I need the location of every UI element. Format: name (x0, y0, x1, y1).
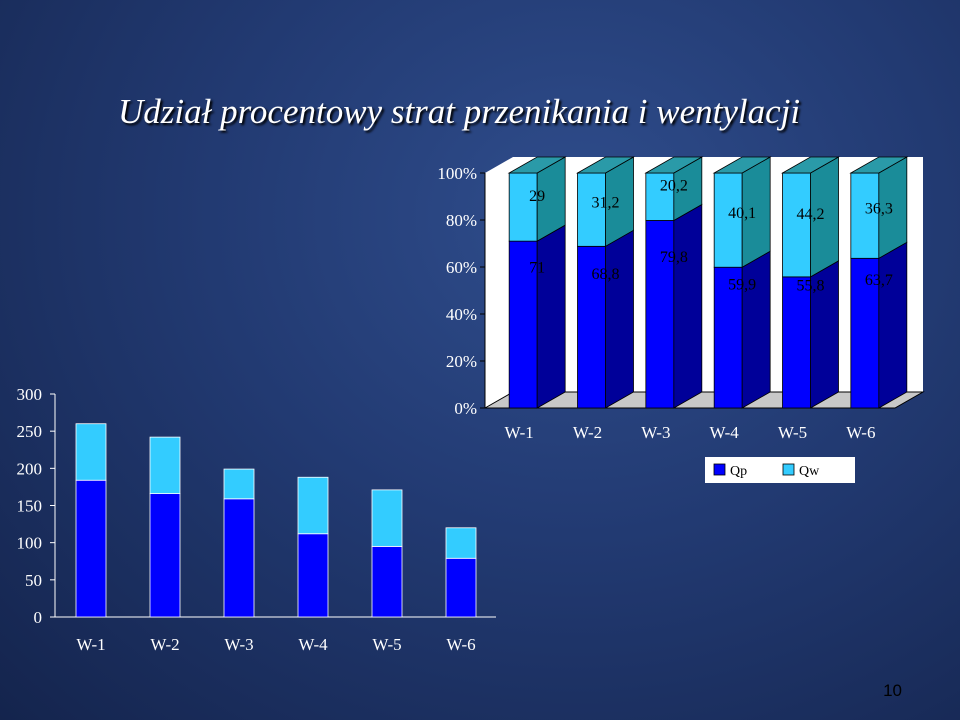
x-tick-label: W-5 (372, 635, 401, 654)
y-tick-label: 80% (446, 211, 477, 230)
y-tick-label: 100 (17, 534, 43, 553)
bar-W-1 (507, 156, 567, 409)
data-label-qp: 59,9 (728, 277, 756, 294)
bar-qw-front (713, 172, 743, 268)
bar-segment-lower (371, 545, 403, 618)
bar-segment-upper (445, 527, 477, 559)
y-tick-label: 150 (17, 497, 43, 516)
y-tick-label: 40% (446, 305, 477, 324)
bar-W-5 (780, 156, 841, 409)
data-label-qp: 68,8 (592, 266, 620, 283)
data-label-qw: 36,3 (865, 201, 893, 218)
bar-qp-side (605, 229, 634, 409)
x-tick-label: W-2 (150, 635, 179, 654)
bar-segment-lower (297, 533, 329, 618)
absolute-chart: 0 50 100 150 200 250 300 W-1 W-2 W-3 W-4 W-5 W-6 (17, 385, 496, 654)
y-tick-label: 0 (34, 608, 43, 627)
bar-qw-top (644, 156, 704, 174)
percent-chart-3d: 0% 20% 40% 60% 80% 100% 71 29 W-1 68,8 31,2 W-2 79,8… (437, 156, 925, 483)
x-tick-label: W-1 (76, 635, 105, 654)
y-tick-label: 20% (446, 352, 477, 371)
bar-segment-upper (223, 468, 255, 500)
x-tick-label: W-4 (710, 423, 740, 442)
y-tick-label: 60% (446, 258, 477, 277)
bar-qw-front (850, 172, 880, 259)
bar-segment-upper (297, 476, 329, 535)
bar-segment-upper (371, 489, 403, 547)
bar-W-6 (849, 156, 909, 409)
bar-segment-upper (149, 436, 181, 495)
x-tick-label: W-5 (778, 423, 807, 442)
data-label-qp: 71 (529, 260, 545, 277)
bar-segment-lower (149, 493, 181, 618)
x-tick-label: W-2 (573, 423, 602, 442)
bar-qp-front (713, 266, 743, 409)
bar-qw-front (508, 172, 538, 242)
y-tick-label: 200 (17, 459, 43, 478)
bar-segment-lower (223, 498, 255, 618)
y-tick-label: 100% (437, 164, 477, 183)
y-tick-label: 300 (17, 385, 43, 404)
data-label-qw: 20,2 (660, 178, 688, 195)
data-label-qw: 40,1 (728, 205, 756, 222)
slide-title: Udział procentowy strat przenikania i we… (118, 92, 801, 131)
data-label-qp: 55,8 (797, 277, 825, 294)
bar-qp-side (878, 241, 908, 409)
bar-qw-top (712, 156, 772, 174)
y-tick-label: 0% (454, 399, 477, 418)
x-tick-label: W-6 (446, 635, 475, 654)
legend-label-qw: Qw (799, 464, 820, 479)
x-tick-label: W-4 (298, 635, 328, 654)
data-label-qw: 44,2 (797, 206, 825, 223)
data-label-qp: 63,7 (865, 272, 893, 289)
bar-W-4 (712, 156, 772, 409)
bar-qw-front (782, 172, 811, 278)
bar-qp-side (536, 224, 566, 409)
bar-segment-upper (75, 423, 107, 481)
y-tick-label: 250 (17, 422, 43, 441)
legend: Qp Qw (705, 457, 855, 483)
bar-qp-front (782, 276, 811, 409)
bar-segment-lower (445, 557, 477, 618)
bar-qp-front (645, 220, 675, 409)
x-tick-label: W-6 (846, 423, 875, 442)
bar-qw-front (645, 172, 675, 221)
x-tick-label: W-1 (505, 423, 534, 442)
data-label-qp: 79,8 (660, 249, 688, 266)
bar-qw-top (507, 156, 567, 174)
bar-qp-front (508, 240, 538, 409)
bar-qp-side (673, 203, 703, 409)
bar-qp-side (741, 250, 771, 409)
bar-qw-top (575, 156, 636, 174)
legend-label-qp: Qp (730, 464, 747, 479)
bar-qw-front (577, 172, 606, 247)
x-tick-label: W-3 (224, 635, 253, 654)
data-label-qw: 29 (529, 188, 545, 205)
legend-swatch-qp (713, 463, 726, 476)
bar-qp-front (850, 257, 880, 409)
bar-qw-top (849, 156, 909, 174)
y-tick-label: 50 (25, 571, 42, 590)
legend-swatch-qw (782, 463, 795, 476)
page-number: 10 (883, 681, 902, 700)
bar-qw-top (780, 156, 841, 174)
bar-W-2 (575, 156, 636, 409)
x-tick-label: W-3 (641, 423, 670, 442)
data-label-qw: 31,2 (592, 195, 620, 212)
bar-W-3 (644, 156, 704, 409)
legend-box (705, 457, 855, 483)
bar-segment-lower (75, 479, 107, 618)
